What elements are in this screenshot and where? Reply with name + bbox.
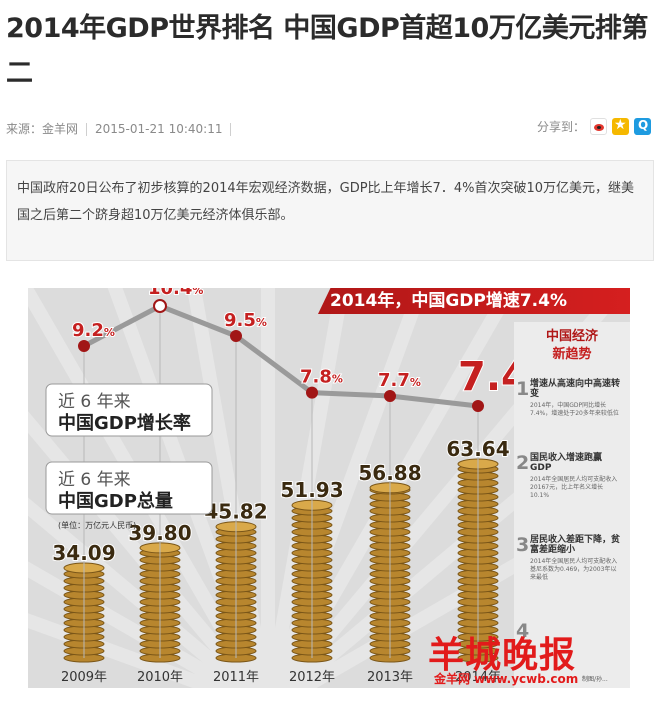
gdp-total-value-label: 39.80 — [128, 521, 191, 545]
trend-item-number: 1 — [516, 378, 530, 400]
article-source-line: 来源：金羊网 2015-01-21 10:40:11 — [6, 120, 239, 137]
trend-sidebar-heading: 中国经济 新趋势 — [514, 324, 630, 368]
total-label-line1: 近 6 年来 — [58, 470, 131, 490]
trend-item-text: 2014年全国居民人均可支配收入20167元，比上年名义增长10.1% — [530, 476, 618, 499]
article-meta: 来源：金羊网 2015-01-21 10:40:11 分享到： — [6, 117, 661, 138]
divider — [86, 123, 88, 136]
gdp-total-value-label: 45.82 — [204, 500, 267, 524]
trend-item-number: 3 — [516, 534, 530, 556]
trend-item-number: 4 — [516, 620, 530, 642]
gdp-chart: 34.0939.8045.8251.9356.8863.649.2%10.4%9… — [28, 288, 630, 688]
trend-item-heading: 增速从高速向中高速转变 — [530, 379, 621, 399]
growth-rate-point — [472, 400, 484, 412]
growth-rate-unit: % — [256, 316, 267, 329]
share-bar: 分享到： — [536, 117, 651, 135]
trend-sidebar: 中国经济 新趋势 1 增速从高速向中高速转变 2014年，中国GDP同比增长7.… — [514, 324, 630, 688]
qq-icon[interactable] — [634, 118, 651, 135]
background-ray — [28, 411, 261, 688]
article-datetime: 2015-01-21 10:40:11 — [95, 122, 223, 136]
gdp-total-value-label: 51.93 — [280, 478, 343, 502]
x-axis-tick-label: 2012年 — [289, 670, 335, 685]
article-title: 2014年GDP世界排名 中国GDP首超10万亿美元排第二 — [6, 13, 648, 89]
trend-item-text: 2014年全国居民人均可支配收入基尼系数为0.469，为2003年以来最低 — [530, 558, 618, 581]
trend-heading-line1: 中国经济 — [545, 329, 598, 344]
growth-rate-point — [153, 299, 167, 313]
newspaper-watermark: 羊城晚报 金羊网 www.ycwb.com 制图/孙... — [428, 626, 608, 686]
unit-label: (单位：万亿元人民币) — [58, 520, 136, 530]
watermark-url: 金羊网 www.ycwb.com — [434, 672, 579, 686]
article-source: 来源：金羊网 — [6, 122, 79, 136]
trend-heading-line2: 新趋势 — [552, 347, 592, 362]
x-axis-tick-label: 2009年 — [61, 670, 107, 685]
background-ray — [275, 288, 630, 688]
trend-item-heading: 国民收入增速跑赢GDP — [530, 453, 603, 473]
gdp-total-value-label: 56.88 — [358, 461, 421, 485]
share-label: 分享到： — [536, 120, 585, 134]
growth-rate-unit: % — [410, 376, 421, 389]
growth-rate-point — [384, 390, 396, 402]
trend-item-heading: 居民收入差距下降，贫富差距缩小 — [530, 535, 621, 555]
trend-item-number: 2 — [516, 452, 530, 474]
growth-rate-unit: % — [104, 326, 115, 339]
qzone-icon[interactable] — [612, 117, 629, 135]
total-label-box: 近 6 年来 中国GDP总量 (单位：万亿元人民币) — [45, 461, 213, 530]
graphic-credit: 制图/孙... — [582, 676, 608, 683]
background-ray — [28, 613, 234, 688]
gdp-total-value-label: 63.64 — [446, 437, 509, 461]
growth-rate-point — [230, 330, 242, 342]
gdp-total-value-label: 34.09 — [52, 541, 115, 565]
x-axis-tick-label: 2011年 — [213, 670, 259, 685]
x-axis-tick-label: 2014年 — [455, 670, 501, 685]
growth-label-line1: 近 6 年来 — [58, 392, 131, 412]
divider — [230, 123, 232, 136]
x-axis-tick-label: 2013年 — [367, 670, 413, 685]
growth-rate-point — [306, 386, 318, 399]
x-axis-tick-label: 2010年 — [137, 670, 183, 685]
growth-rate-value-label: 10.4% — [148, 288, 203, 299]
growth-label-line2: 中国GDP增长率 — [58, 412, 191, 434]
growth-rate-unit: % — [332, 373, 343, 386]
trend-item-text: 2014年，中国GDP同比增长7.4%，增速处于20多年来较低位 — [530, 402, 619, 417]
growth-rate-point — [78, 340, 90, 352]
growth-rate-line — [82, 303, 479, 409]
chart-title: 2014年，中国GDP增速7.4% — [318, 288, 630, 314]
weibo-icon[interactable] — [590, 118, 607, 135]
background-ray — [264, 288, 350, 688]
article-summary: 中国政府20日公布了初步核算的2014年宏观经济数据，GDP比上年增长7．4%首… — [6, 160, 654, 261]
growth-label-box: 近 6 年来 中国GDP增长率 — [45, 383, 213, 437]
growth-rate-unit: % — [192, 288, 203, 297]
background-ray — [28, 497, 256, 688]
watermark-logo: 羊城晚报 — [428, 634, 577, 676]
infographic: 34.09 39.80 45.82 51.93 56.88 63.64 9.2% 10.4% 9… — [28, 288, 630, 688]
total-label-line2: 中国GDP总量 — [58, 490, 173, 512]
